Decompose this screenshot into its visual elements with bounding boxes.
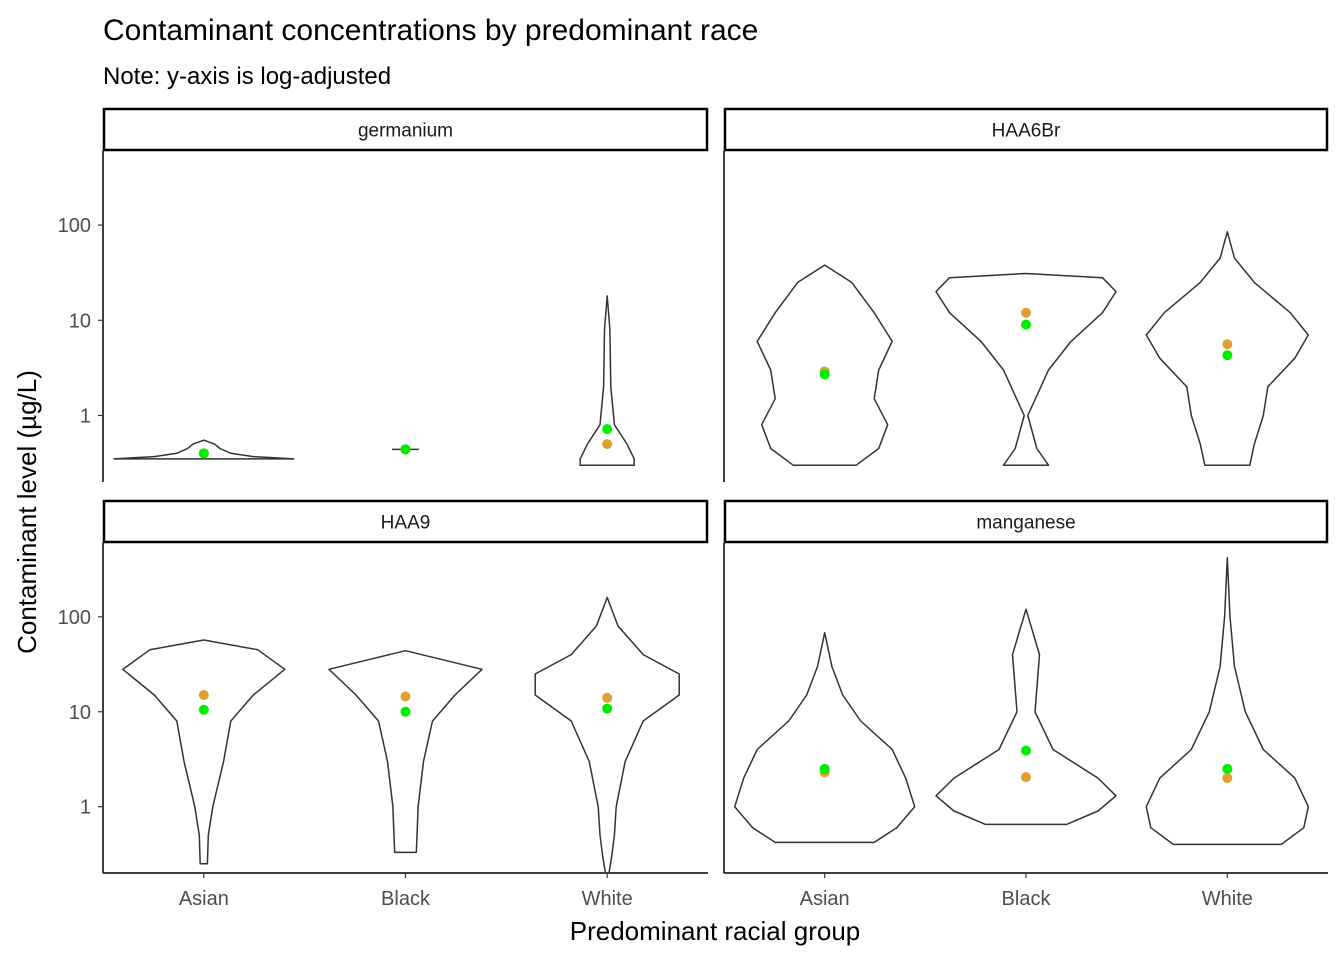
x-tick-label: White bbox=[1202, 888, 1253, 910]
x-tick-label: Black bbox=[381, 888, 431, 910]
facet-strip bbox=[723, 107, 1329, 152]
violin-white bbox=[1145, 556, 1310, 846]
chart-subtitle: Note: y-axis is log-adjusted bbox=[103, 63, 391, 90]
facet-panel-germanium: germanium 1 10 100 bbox=[58, 107, 709, 482]
x-axis-title: Predominant racial group bbox=[570, 916, 861, 946]
violin-white bbox=[579, 295, 635, 466]
mean-point-asian bbox=[819, 369, 830, 380]
chart-title: Contaminant concentrations by predominan… bbox=[103, 14, 758, 47]
violin-white bbox=[1145, 231, 1310, 466]
violin-asian bbox=[113, 439, 295, 460]
mean-point-black bbox=[400, 444, 411, 455]
violin-asian bbox=[733, 631, 916, 844]
median-point-white bbox=[1222, 773, 1233, 784]
facet-panel-haa6br: HAA6Br bbox=[723, 107, 1329, 482]
mean-point-white bbox=[602, 424, 613, 435]
y-tick-label: 100 bbox=[58, 607, 91, 629]
mean-point-asian bbox=[198, 448, 209, 459]
violin-white bbox=[534, 596, 680, 874]
violin-black bbox=[935, 272, 1117, 466]
facet-panel-haa9: HAA9 1 10 100 Asian Black White bbox=[58, 499, 709, 910]
median-point-black bbox=[1021, 772, 1031, 783]
x-tick-label: Black bbox=[1002, 888, 1052, 910]
violin-asian bbox=[756, 264, 893, 466]
y-tick-label: 10 bbox=[69, 702, 91, 724]
mean-point-asian bbox=[819, 763, 830, 774]
facet-strip bbox=[723, 499, 1329, 544]
y-tick-label: 10 bbox=[69, 310, 91, 332]
mean-point-black bbox=[1021, 745, 1031, 756]
median-point-white bbox=[1222, 339, 1233, 350]
mean-point-white bbox=[1222, 350, 1233, 361]
x-tick-label: Asian bbox=[179, 888, 229, 910]
y-axis-title: Contaminant level (µg/L) bbox=[12, 370, 42, 654]
y-tick-label: 100 bbox=[58, 215, 91, 237]
mean-point-asian bbox=[198, 704, 209, 715]
facet-strip-label: HAA9 bbox=[381, 513, 431, 534]
facet-strip-label: HAA6Br bbox=[992, 121, 1061, 142]
x-tick-label: White bbox=[582, 888, 633, 910]
mean-point-black bbox=[1021, 319, 1031, 330]
facet-strip-label: manganese bbox=[976, 513, 1075, 534]
y-tick-label: 1 bbox=[80, 797, 91, 819]
median-point-asian bbox=[198, 690, 209, 701]
facet-strip-label: germanium bbox=[358, 121, 453, 142]
x-tick-label: Asian bbox=[800, 888, 850, 910]
median-point-white bbox=[602, 439, 613, 450]
median-point-black bbox=[1021, 307, 1031, 318]
violin-black bbox=[935, 608, 1117, 826]
mean-point-white bbox=[1222, 763, 1233, 774]
facet-panel-manganese: manganese Asian Black White bbox=[723, 499, 1329, 910]
facet-strip bbox=[102, 107, 709, 152]
mean-point-white bbox=[602, 703, 613, 714]
facet-strip bbox=[102, 499, 709, 544]
facets-layer: germanium 1 10 100 HAA6Br HAA9 1 10 100 Asian Blac… bbox=[58, 107, 1329, 910]
y-tick-label: 1 bbox=[80, 405, 91, 427]
violin-asian bbox=[122, 639, 286, 865]
median-point-white bbox=[602, 692, 613, 703]
median-point-black bbox=[400, 691, 411, 702]
violin-black bbox=[328, 649, 483, 854]
mean-point-black bbox=[400, 706, 411, 717]
